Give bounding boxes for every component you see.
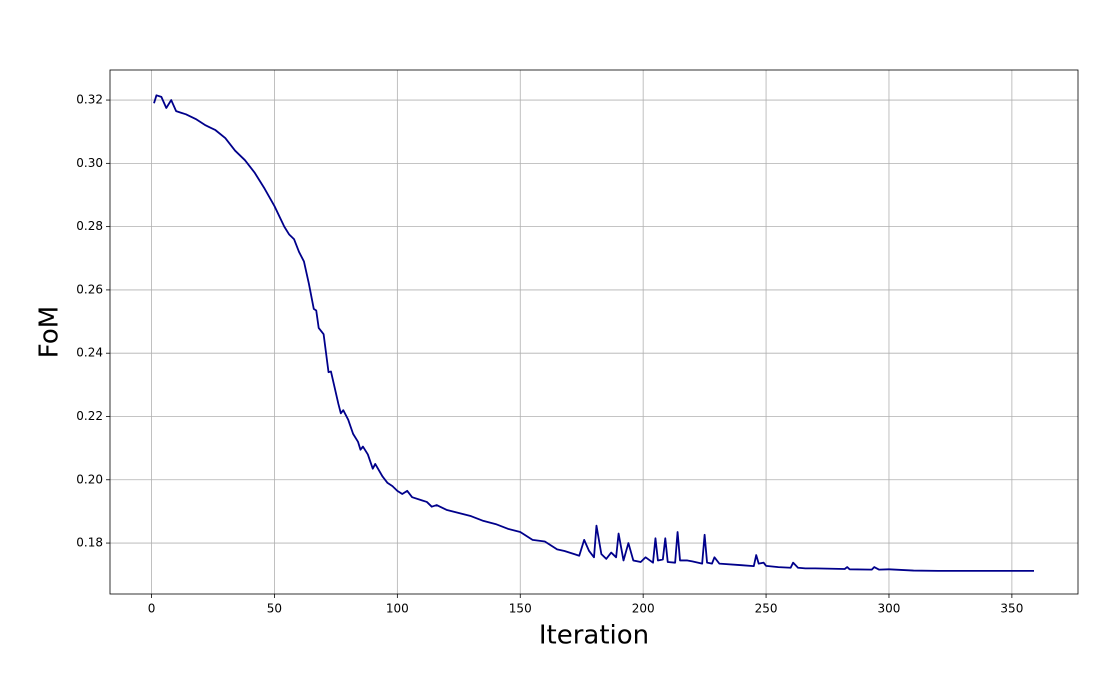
- y-tick-label: 0.20: [76, 472, 103, 486]
- x-axis-label: Iteration: [539, 621, 649, 651]
- y-tick-label: 0.18: [76, 536, 103, 550]
- data-line: [153, 94, 1034, 572]
- x-tick-label: 150: [509, 602, 532, 616]
- y-tick-label: 0.22: [76, 409, 103, 423]
- y-tick-label: 0.32: [76, 93, 103, 107]
- x-tick-label: 250: [755, 602, 778, 616]
- y-tick-label: 0.26: [76, 282, 103, 296]
- y-tick-label: 0.30: [76, 156, 103, 170]
- x-tick-label: 350: [1000, 602, 1023, 616]
- y-tick-label: 0.24: [76, 346, 103, 360]
- y-axis-label: FoM: [35, 306, 65, 358]
- x-tick-label: 100: [386, 602, 409, 616]
- x-tick-label: 50: [267, 602, 282, 616]
- plot-frame: [109, 69, 1079, 595]
- x-tick-label: 0: [148, 602, 156, 616]
- x-tick-label: 200: [632, 602, 655, 616]
- y-tick-label: 0.28: [76, 219, 103, 233]
- x-tick-label: 300: [878, 602, 901, 616]
